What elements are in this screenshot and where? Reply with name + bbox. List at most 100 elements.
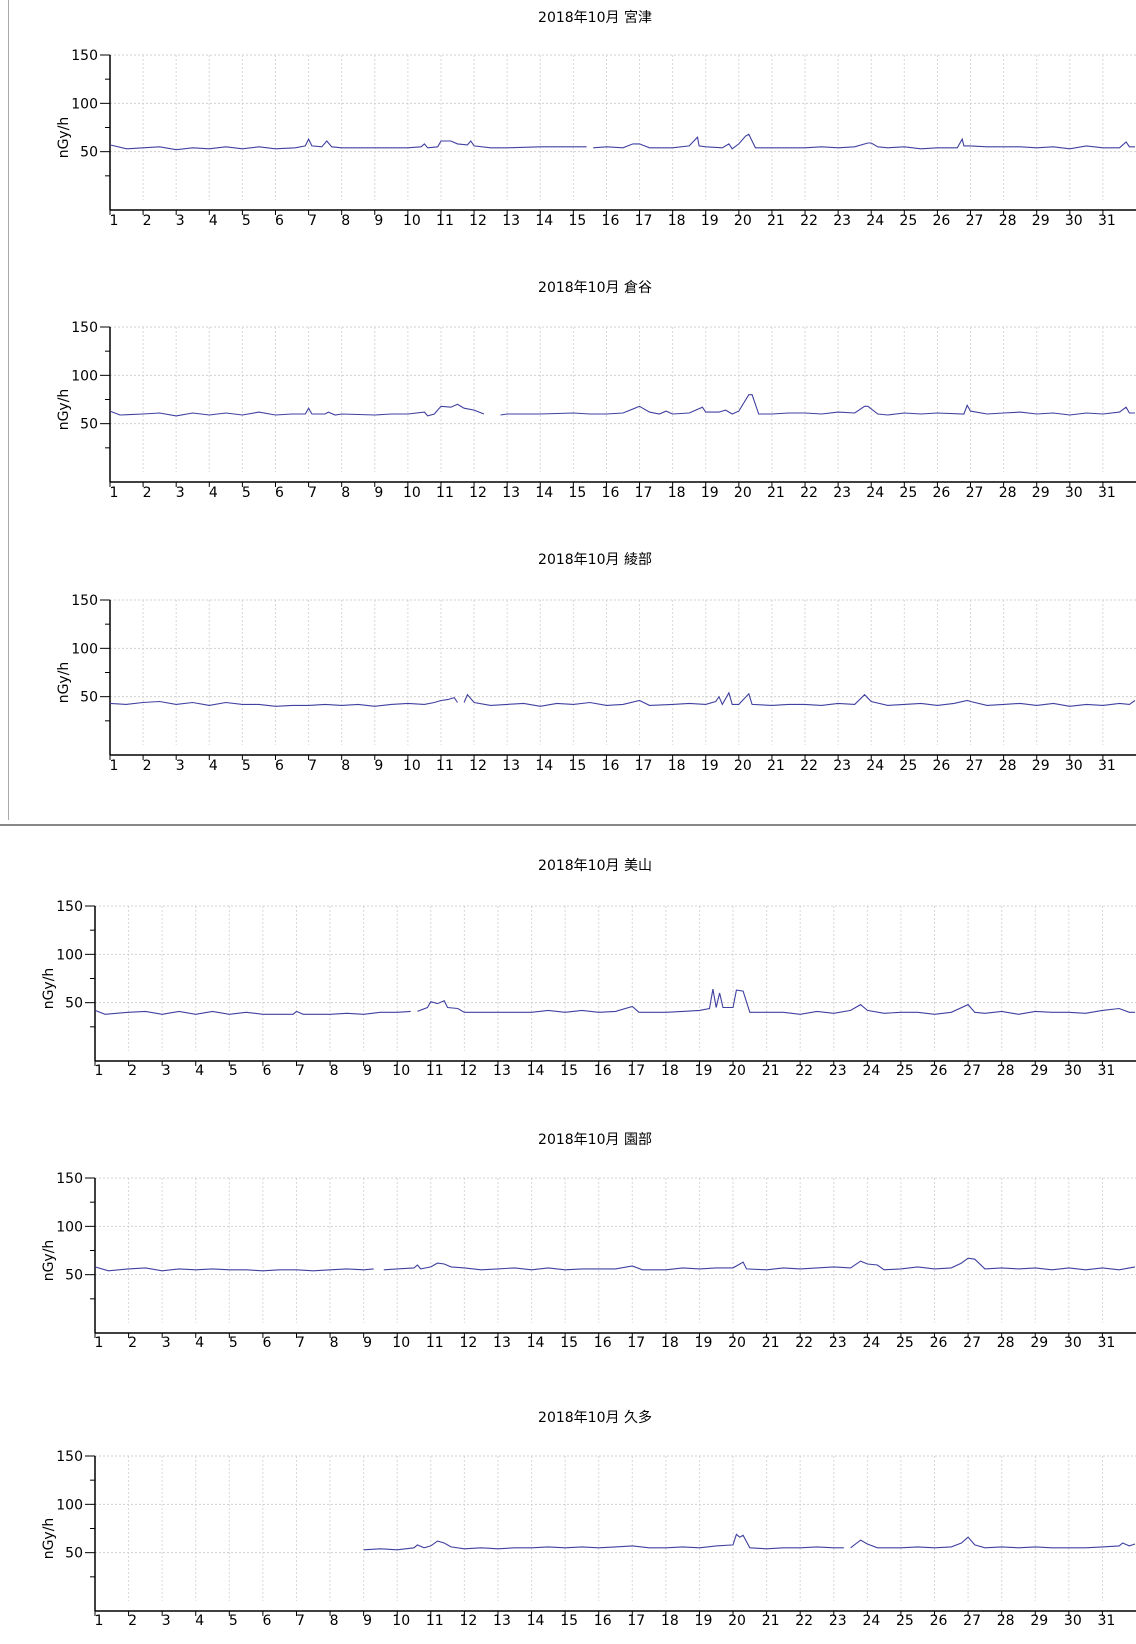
x-tick-label: 28 [999, 213, 1017, 229]
y-tick-label: 100 [56, 1497, 83, 1513]
x-tick-label: 13 [502, 758, 520, 774]
series-line [109, 394, 1135, 417]
x-tick-label: 26 [930, 1063, 948, 1079]
x-tick-label: 20 [728, 1063, 746, 1079]
x-tick-label: 19 [701, 213, 719, 229]
x-tick-label: 20 [734, 485, 752, 501]
x-tick-label: 11 [436, 485, 454, 501]
y-axis-label: nGy/h [56, 117, 72, 159]
x-tick-label: 8 [330, 1335, 339, 1351]
x-tick-label: 21 [767, 485, 785, 501]
x-tick-label: 7 [296, 1613, 305, 1629]
x-tick-label: 6 [275, 485, 284, 501]
x-tick-label: 22 [795, 1063, 813, 1079]
x-tick-label: 27 [963, 1335, 981, 1351]
x-tick-label: 25 [899, 758, 917, 774]
x-tick-label: 18 [668, 485, 686, 501]
x-tick-label: 26 [930, 1613, 948, 1629]
series-line [363, 1533, 1136, 1551]
x-tick-label: 24 [866, 758, 884, 774]
x-tick-label: 21 [762, 1335, 780, 1351]
x-tick-label: 22 [800, 758, 818, 774]
x-tick-label: 29 [1032, 758, 1050, 774]
x-tick-label: 14 [535, 485, 553, 501]
x-tick-label: 26 [933, 213, 951, 229]
x-tick-label: 13 [493, 1063, 511, 1079]
x-tick-label: 25 [896, 1613, 914, 1629]
y-tick-label: 150 [56, 1449, 83, 1465]
y-axis-label: nGy/h [56, 389, 72, 431]
x-tick-label: 18 [661, 1335, 679, 1351]
x-tick-label: 9 [363, 1613, 372, 1629]
x-tick-label: 26 [933, 485, 951, 501]
x-tick-label: 21 [767, 758, 785, 774]
x-tick-label: 2 [143, 485, 152, 501]
x-tick-label: 31 [1098, 758, 1116, 774]
series-line [109, 691, 1136, 707]
x-tick-label: 3 [162, 1335, 171, 1351]
x-tick-label: 27 [966, 213, 984, 229]
x-tick-label: 7 [308, 758, 317, 774]
x-tick-label: 23 [829, 1335, 847, 1351]
x-tick-label: 16 [594, 1063, 612, 1079]
x-tick-label: 23 [833, 758, 851, 774]
x-tick-label: 2 [143, 213, 152, 229]
x-tick-label: 13 [502, 213, 520, 229]
x-tick-label: 4 [209, 485, 218, 501]
y-tick-label: 100 [71, 368, 98, 384]
x-tick-label: 9 [363, 1063, 372, 1079]
bottom-chart-panel: 2018年10月 美山 50 100 150 nGy/h 1 2 3 4 5 6 7 8 9 10 11 12 1… [0, 828, 1136, 1644]
x-tick-label: 5 [229, 1613, 238, 1629]
x-tick-label: 5 [242, 758, 251, 774]
panel-left-border [8, 0, 9, 820]
x-tick-label: 16 [602, 485, 620, 501]
x-tick-label: 19 [695, 1335, 713, 1351]
x-tick-label: 28 [999, 485, 1017, 501]
x-tick-label: 31 [1098, 1063, 1116, 1079]
x-tick-label: 29 [1032, 213, 1050, 229]
x-tick-label: 31 [1098, 485, 1116, 501]
x-tick-label: 3 [176, 758, 185, 774]
x-tick-label: 4 [209, 213, 218, 229]
x-tick-label: 19 [695, 1063, 713, 1079]
x-tick-label: 16 [594, 1613, 612, 1629]
x-tick-label: 29 [1030, 1063, 1048, 1079]
x-tick-label: 7 [296, 1335, 305, 1351]
y-tick-label: 100 [56, 947, 83, 963]
x-tick-label: 24 [862, 1063, 880, 1079]
x-tick-label: 26 [930, 1335, 948, 1351]
x-tick-label: 10 [392, 1613, 410, 1629]
x-tick-label: 26 [933, 758, 951, 774]
series-line [94, 1257, 1136, 1272]
x-tick-label: 31 [1098, 1335, 1116, 1351]
x-tick-label: 15 [568, 758, 586, 774]
x-tick-label: 29 [1030, 1335, 1048, 1351]
y-tick-label: 150 [56, 1171, 83, 1187]
x-tick-label: 19 [701, 758, 719, 774]
x-tick-label: 23 [829, 1613, 847, 1629]
y-tick-label: 100 [71, 641, 98, 657]
x-tick-label: 17 [635, 485, 653, 501]
y-axis-label: nGy/h [41, 968, 57, 1010]
x-tick-label: 22 [795, 1613, 813, 1629]
x-tick-label: 6 [275, 758, 284, 774]
y-tick-label: 150 [56, 899, 83, 915]
x-tick-label: 13 [502, 485, 520, 501]
x-tick-label: 30 [1065, 485, 1083, 501]
y-tick-label: 50 [65, 1268, 83, 1284]
x-tick-label: 20 [728, 1613, 746, 1629]
x-tick-label: 20 [734, 758, 752, 774]
x-tick-label: 23 [833, 213, 851, 229]
x-tick-label: 24 [862, 1335, 880, 1351]
x-tick-label: 24 [862, 1613, 880, 1629]
y-tick-label: 50 [65, 996, 83, 1012]
x-tick-label: 5 [242, 213, 251, 229]
x-tick-label: 24 [866, 213, 884, 229]
x-tick-label: 12 [469, 485, 487, 501]
x-tick-label: 14 [535, 758, 553, 774]
x-tick-label: 7 [308, 485, 317, 501]
